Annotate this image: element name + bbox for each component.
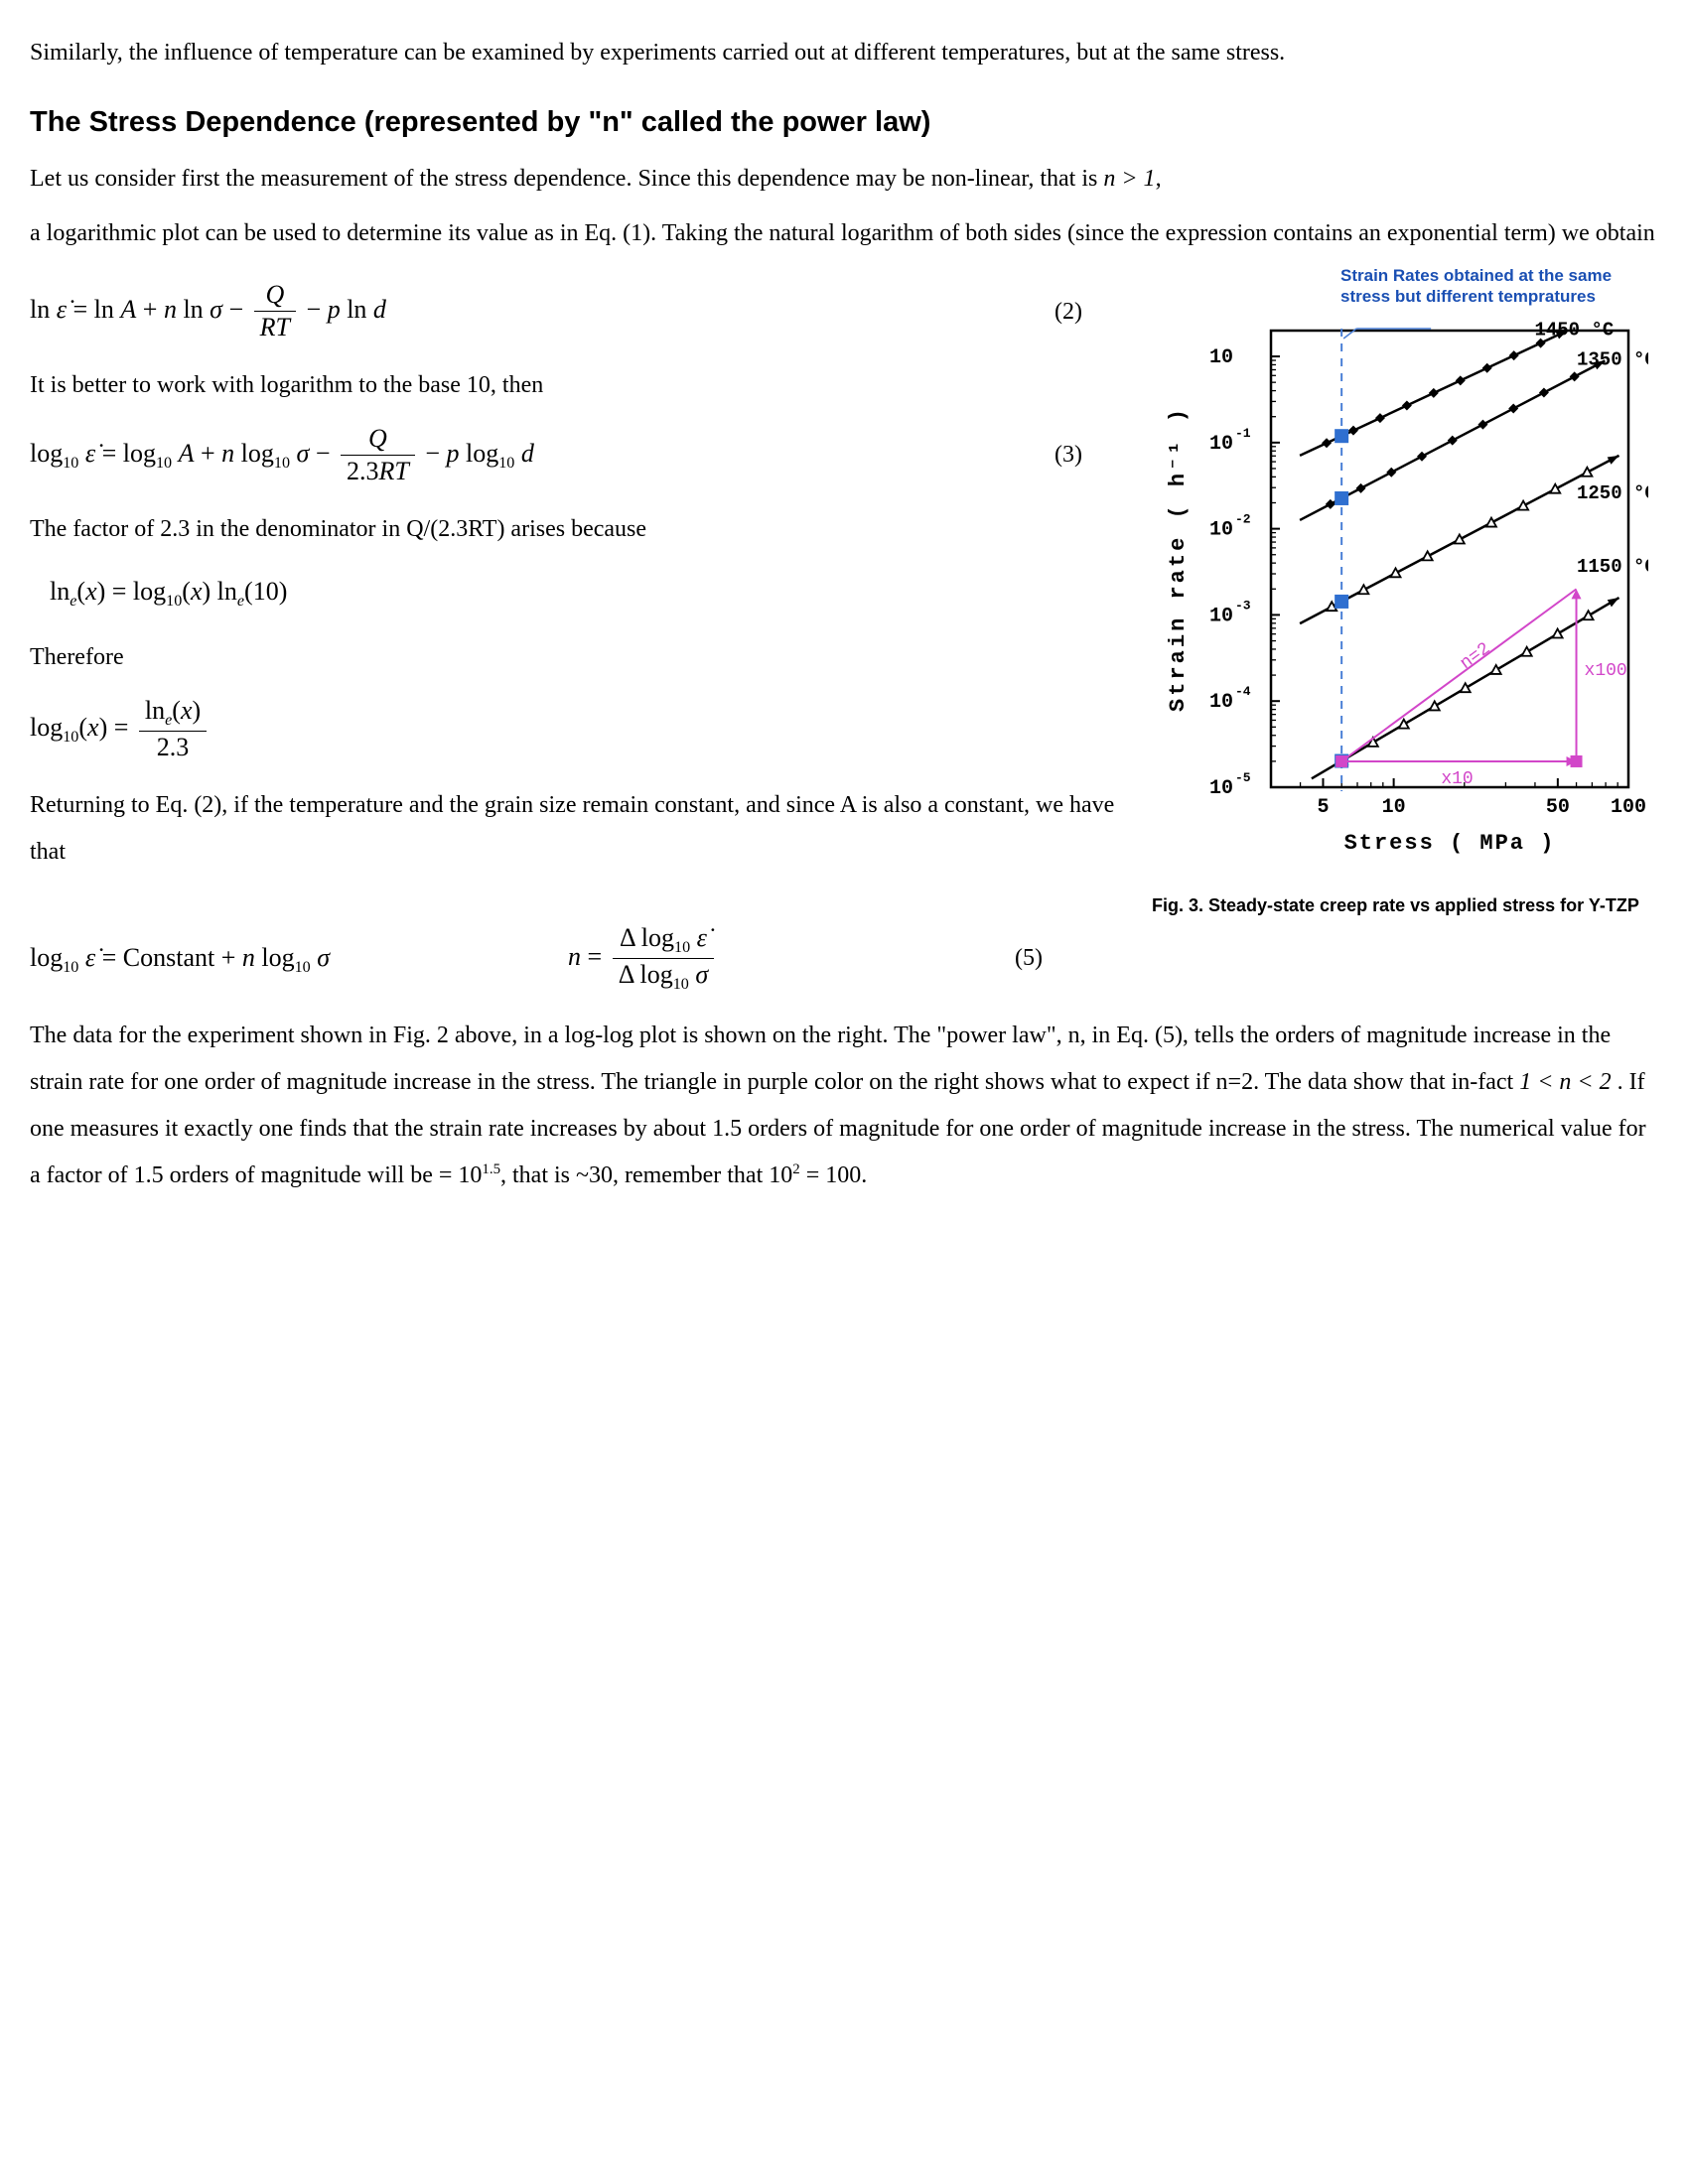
svg-text:100: 100 [1611,796,1646,819]
svg-text:10: 10 [1209,692,1233,715]
para-6a: The data for the experiment shown in Fig… [30,1023,1611,1095]
equation-log10-def: log10(x) = lne(x)2.3 [30,695,1122,764]
svg-text:10: 10 [1382,796,1406,819]
equation-2-number: (2) [1055,289,1122,336]
figure-annotation: Strain Rates obtained at the same stress… [1340,265,1658,308]
svg-text:x100: x100 [1585,662,1627,682]
para-5: Returning to Eq. (2), if the temperature… [30,782,1122,876]
para-6c: , that is ~30, remember that 10 [500,1162,792,1188]
equation-2: ln ε̇ = ln A + n ln σ − QRT − p ln d (2) [30,279,1122,344]
para-6-math: 1 < n < 2 [1519,1069,1611,1095]
svg-text:1450 °C: 1450 °C [1534,320,1614,341]
svg-text:-5: -5 [1235,770,1251,785]
svg-text:10: 10 [1209,606,1233,628]
svg-text:10: 10 [1209,346,1233,369]
svg-text:Stress ( MPa ): Stress ( MPa ) [1344,831,1556,856]
para-6d: = 100. [800,1162,868,1188]
para-6-sup1: 1.5 [482,1161,500,1177]
svg-text:-2: -2 [1235,512,1251,527]
svg-text:1150 °C: 1150 °C [1577,556,1648,578]
svg-text:n=2: n=2 [1457,639,1494,674]
svg-text:-3: -3 [1235,599,1251,614]
svg-text:1250 °C: 1250 °C [1577,483,1648,505]
creep-chart: 510501001010-110-210-310-410-5Stress ( M… [1152,311,1648,867]
para-4: The factor of 2.3 in the denominator in … [30,506,1122,553]
therefore-label: Therefore [30,634,1122,681]
figure-caption: Fig. 3. Steady-state creep rate vs appli… [1152,893,1658,917]
para-6: The data for the experiment shown in Fig… [30,1013,1658,1198]
svg-text:x10: x10 [1441,769,1473,789]
svg-text:5: 5 [1317,796,1329,819]
svg-text:1350 °C: 1350 °C [1577,349,1648,371]
para-2: a logarithmic plot can be used to determ… [30,210,1658,257]
para-1b: , [1156,166,1162,192]
equation-3-number: (3) [1055,432,1122,478]
section-heading: The Stress Dependence (represented by "n… [30,94,1658,151]
svg-text:10: 10 [1209,433,1233,456]
svg-text:10: 10 [1209,519,1233,542]
equation-5: log10 ε̇ = Constant + n log10 σ n = Δ lo… [30,922,1658,996]
equation-3: log10 ε̇ = log10 A + n log10 σ − Q2.3RT … [30,423,1122,488]
svg-text:-1: -1 [1235,426,1251,441]
svg-text:50: 50 [1546,796,1570,819]
para-3: It is better to work with logarithm to t… [30,362,1122,409]
para-6-sup2: 2 [792,1161,799,1177]
para-1: Let us consider first the measurement of… [30,156,1658,203]
equation-5-number: (5) [1015,935,1658,982]
intro-paragraph: Similarly, the influence of temperature … [30,30,1658,76]
svg-text:-4: -4 [1235,685,1251,700]
svg-text:Strain rate ( h⁻¹ ): Strain rate ( h⁻¹ ) [1166,406,1191,712]
svg-text:10: 10 [1209,777,1233,800]
equation-ln-relation: lne(x) = log10(x) lne(10) [30,567,1122,617]
para-1a: Let us consider first the measurement of… [30,166,1103,192]
para-1-math: n > 1 [1103,166,1155,192]
